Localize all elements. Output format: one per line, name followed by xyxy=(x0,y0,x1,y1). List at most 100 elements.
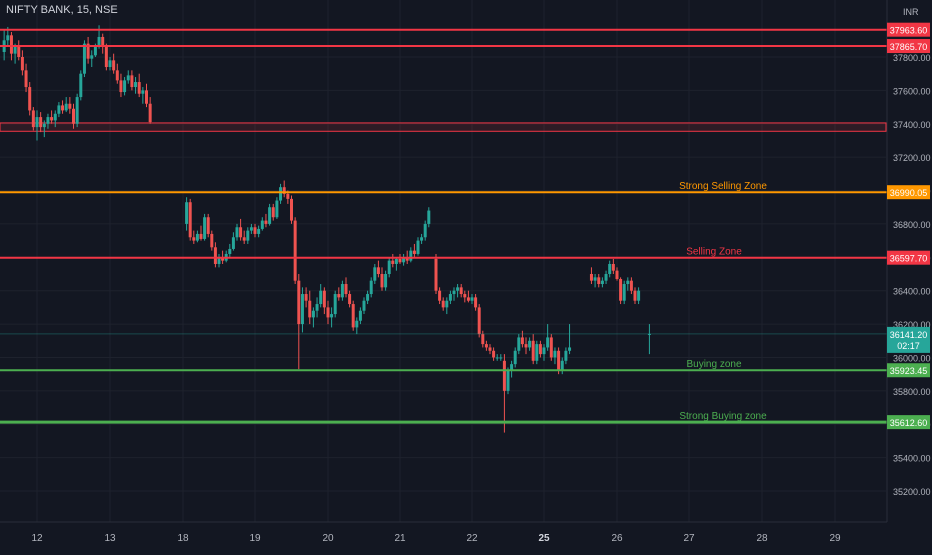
candle-body xyxy=(300,294,304,325)
level-price-tag xyxy=(887,250,930,265)
candle-body xyxy=(35,117,39,128)
candle xyxy=(53,110,57,128)
level-price-tag-text: 36597.70 xyxy=(890,254,928,264)
candle-body xyxy=(130,75,134,88)
level-price-tag-text: 35612.60 xyxy=(890,418,928,428)
candle-body xyxy=(337,294,341,298)
candle xyxy=(112,53,116,74)
candle xyxy=(308,290,312,325)
candle-body xyxy=(423,223,427,238)
candle xyxy=(141,87,145,104)
candle xyxy=(137,73,141,98)
candle xyxy=(619,277,623,305)
candle-body xyxy=(564,350,568,361)
time-tick-label: 25 xyxy=(538,533,550,544)
candle-body xyxy=(195,233,199,241)
candle-body xyxy=(297,280,301,325)
candle xyxy=(355,317,359,335)
candle-body xyxy=(647,333,651,335)
candle-body xyxy=(188,202,192,238)
candle-body xyxy=(24,70,28,88)
price-tick-label: 36000.00 xyxy=(893,353,931,363)
candle-body xyxy=(593,277,597,281)
candle-body xyxy=(340,284,344,298)
candle xyxy=(531,334,535,365)
candle-body xyxy=(253,227,257,234)
candle xyxy=(246,227,250,244)
candle xyxy=(459,284,463,298)
candle xyxy=(75,93,79,128)
candle xyxy=(502,354,506,433)
candle-body xyxy=(119,80,123,93)
candle xyxy=(86,36,90,64)
candle-body xyxy=(549,337,553,358)
candle-body xyxy=(517,337,521,351)
candle-body xyxy=(568,347,572,351)
candle-body xyxy=(61,105,65,111)
candle-body xyxy=(542,347,546,355)
candle-body xyxy=(524,344,528,348)
candle xyxy=(488,344,492,355)
candle xyxy=(79,70,83,101)
candle xyxy=(366,290,370,305)
candle-body xyxy=(398,258,402,263)
candle-body xyxy=(290,198,293,221)
candle xyxy=(538,340,542,358)
candle-body xyxy=(355,320,359,328)
candle xyxy=(434,253,438,295)
candle xyxy=(517,334,521,355)
candle xyxy=(474,294,478,311)
candle-body xyxy=(626,280,630,285)
candle-body xyxy=(535,344,539,361)
time-tick-label: 29 xyxy=(829,533,841,544)
candle xyxy=(20,50,24,76)
candle-body xyxy=(68,103,72,109)
last-price-tag xyxy=(887,326,930,353)
candle xyxy=(188,198,192,241)
candle xyxy=(264,213,268,228)
candle-body xyxy=(221,257,225,261)
candle-body xyxy=(322,290,326,308)
horizontal-levels-layer[interactable]: Strong Selling Zone Selling Zone Buying zo… xyxy=(0,28,887,424)
candle xyxy=(441,297,445,311)
candle xyxy=(477,304,481,338)
candle xyxy=(524,337,528,355)
candle-body xyxy=(6,35,10,41)
candle xyxy=(64,97,68,113)
candle xyxy=(560,357,564,375)
candle-body xyxy=(387,260,391,274)
candle xyxy=(46,113,50,129)
candle-body xyxy=(420,237,424,241)
candle xyxy=(546,324,550,351)
candle-body xyxy=(123,80,127,93)
candle xyxy=(622,280,626,305)
candle-body xyxy=(470,297,474,301)
candle-body xyxy=(597,277,601,285)
candle xyxy=(311,307,315,328)
candle-body xyxy=(268,207,272,224)
candle-body xyxy=(271,207,275,218)
candle-body xyxy=(82,43,86,74)
time-axis[interactable]: 12 13 18 19 20 21 22 25 26 27 28 29 xyxy=(0,521,887,544)
candle-body xyxy=(228,248,232,254)
candle xyxy=(145,83,148,108)
candles-layer xyxy=(2,25,651,433)
candle-body xyxy=(495,357,499,359)
candle-body xyxy=(366,294,370,301)
candle-body xyxy=(304,294,308,301)
candle xyxy=(373,263,377,285)
price-tick-label: 36200.00 xyxy=(893,320,931,330)
candle-body xyxy=(39,117,43,128)
candle-body xyxy=(394,258,398,264)
candle-body xyxy=(203,217,207,239)
candle xyxy=(409,247,413,263)
candle xyxy=(380,267,384,291)
candle-body xyxy=(275,200,279,218)
candle-body xyxy=(319,290,323,305)
price-tick-label: 35800.00 xyxy=(893,387,931,397)
candle-body xyxy=(31,110,35,128)
candle xyxy=(416,237,420,256)
candle-body xyxy=(231,237,235,249)
